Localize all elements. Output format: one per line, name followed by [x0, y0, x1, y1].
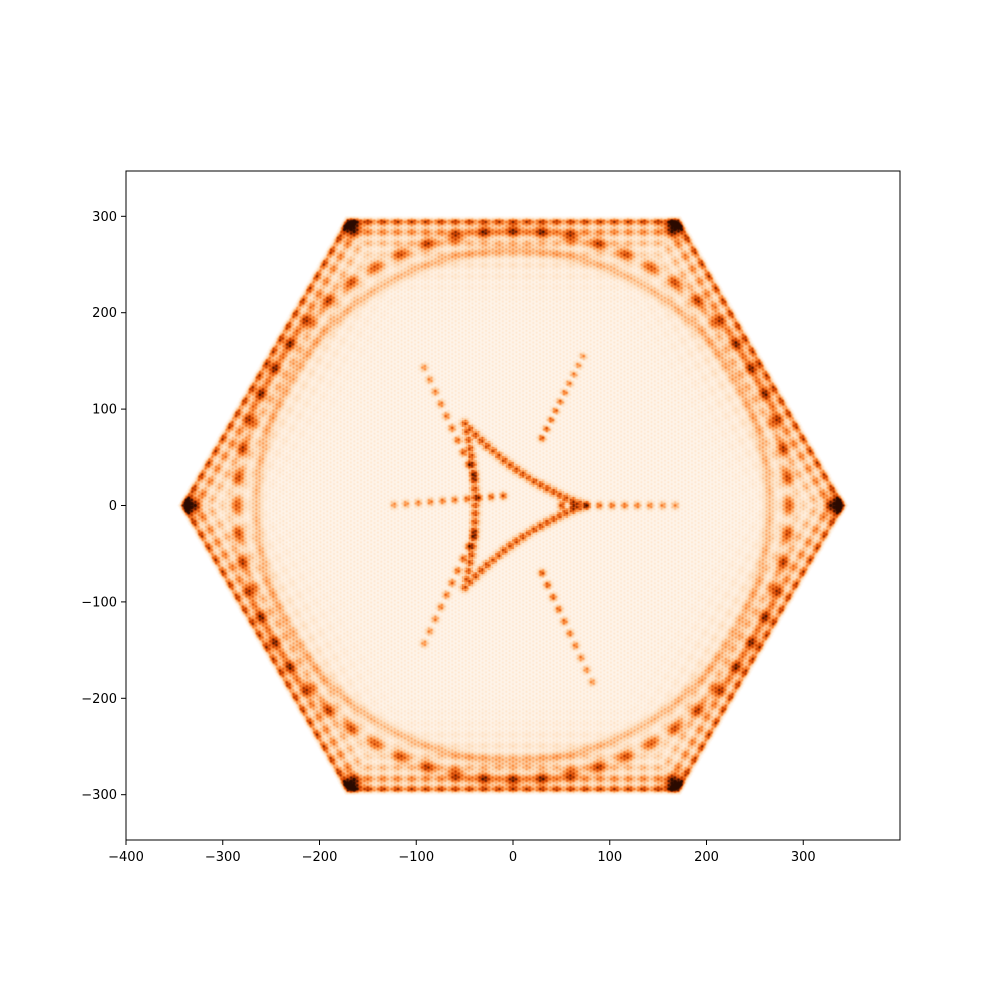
x-tick-label: −200	[302, 850, 338, 865]
x-axis: −400 −300 −200 −100 0 100 200 300	[108, 840, 816, 865]
x-tick-label: −300	[205, 850, 241, 865]
y-tick-label: −100	[81, 595, 117, 610]
x-tick-label: 300	[791, 850, 816, 865]
heatmap-image	[126, 171, 900, 840]
x-tick-label: 200	[694, 850, 719, 865]
x-tick-label: −400	[108, 850, 144, 865]
y-axis: −300 −200 −100 0 100 200 300	[81, 210, 126, 803]
x-tick-label: 0	[509, 850, 517, 865]
y-tick-label: −300	[81, 788, 117, 803]
y-tick-label: 300	[92, 210, 117, 225]
y-tick-label: 200	[92, 306, 117, 321]
y-tick-label: −200	[81, 692, 117, 707]
x-tick-label: −100	[398, 850, 434, 865]
x-tick-label: 100	[597, 850, 622, 865]
y-tick-label: 100	[92, 403, 117, 418]
y-tick-label: 0	[109, 499, 117, 514]
axes-frame	[125, 170, 901, 841]
